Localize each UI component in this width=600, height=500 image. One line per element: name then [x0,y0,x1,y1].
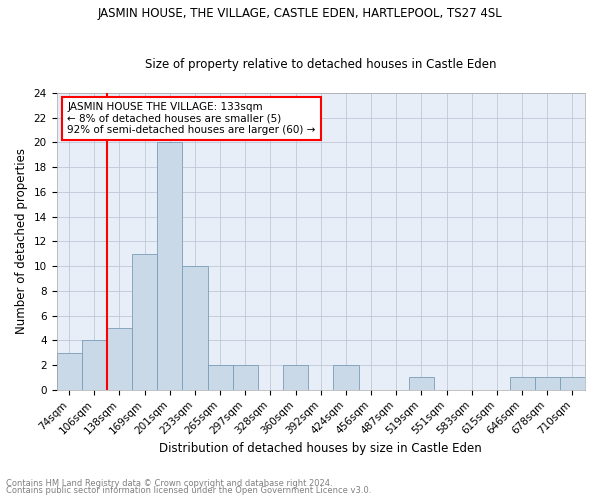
Bar [157,142,182,390]
Bar [107,328,132,390]
Text: JASMIN HOUSE, THE VILLAGE, CASTLE EDEN, HARTLEPOOL, TS27 4SL: JASMIN HOUSE, THE VILLAGE, CASTLE EDEN, … [98,8,502,20]
Bar [283,365,308,390]
Bar [334,365,359,390]
Text: JASMIN HOUSE THE VILLAGE: 133sqm
← 8% of detached houses are smaller (5)
92% of : JASMIN HOUSE THE VILLAGE: 133sqm ← 8% of… [67,102,316,135]
Bar [132,254,157,390]
Bar [82,340,107,390]
X-axis label: Distribution of detached houses by size in Castle Eden: Distribution of detached houses by size … [160,442,482,455]
Bar [182,266,208,390]
Bar [535,378,560,390]
Title: Size of property relative to detached houses in Castle Eden: Size of property relative to detached ho… [145,58,497,71]
Bar [233,365,258,390]
Bar [509,378,535,390]
Bar [409,378,434,390]
Bar [56,353,82,390]
Bar [560,378,585,390]
Text: Contains public sector information licensed under the Open Government Licence v3: Contains public sector information licen… [6,486,371,495]
Bar [208,365,233,390]
Text: Contains HM Land Registry data © Crown copyright and database right 2024.: Contains HM Land Registry data © Crown c… [6,478,332,488]
Y-axis label: Number of detached properties: Number of detached properties [15,148,28,334]
